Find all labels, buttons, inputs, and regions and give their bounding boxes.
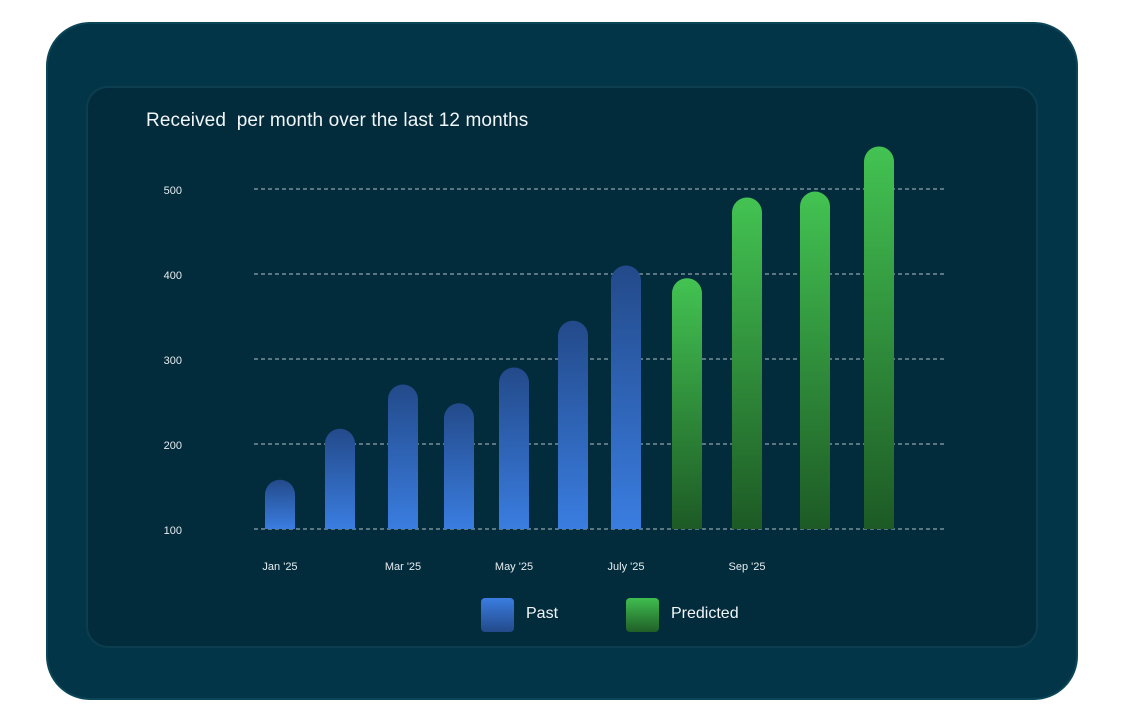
bar-predicted-9	[732, 197, 762, 529]
bar-past-5	[499, 367, 529, 529]
x-tick-label-9: Sep '25	[729, 561, 766, 573]
x-tick-label-5: May '25	[495, 561, 533, 573]
legend-swatch-predicted	[626, 598, 659, 632]
bar-past-3	[388, 384, 418, 529]
y-tick-label-500: 500	[164, 185, 182, 197]
y-tick-label-200: 200	[164, 440, 182, 452]
bar-past-6	[558, 320, 588, 529]
bar-past-7	[611, 265, 641, 529]
chart-title: Received per month over the last 12 mont…	[146, 110, 529, 131]
legend-label-predicted: Predicted	[671, 605, 739, 622]
x-tick-label-7: July '25	[608, 561, 645, 573]
y-tick-label-400: 400	[164, 270, 182, 282]
bar-past-1	[265, 479, 295, 529]
bar-predicted-10	[800, 191, 830, 530]
bar-past-2	[325, 428, 355, 529]
bar-predicted-8	[672, 278, 702, 529]
y-tick-label-100: 100	[164, 525, 182, 537]
y-tick-label-300: 300	[164, 355, 182, 367]
legend-swatch-past	[481, 598, 514, 632]
x-tick-label-3: Mar '25	[385, 561, 421, 573]
x-tick-label-1: Jan '25	[262, 561, 297, 573]
legend-label-past: Past	[526, 605, 559, 622]
bar-predicted-11	[864, 146, 894, 530]
bar-past-4	[444, 403, 474, 529]
